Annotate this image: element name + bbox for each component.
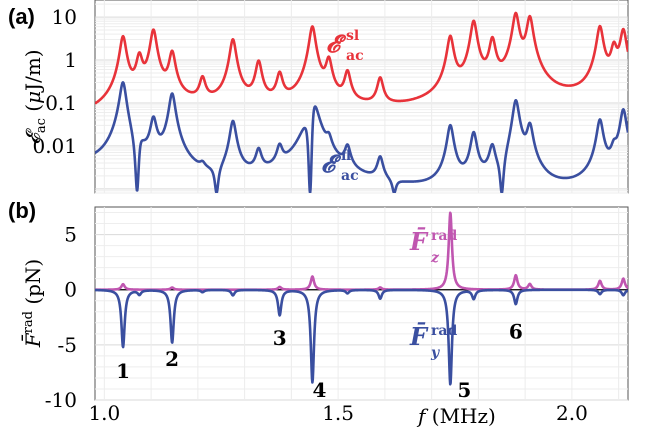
ytick-label-a: 0.01 bbox=[32, 134, 77, 158]
series-line-e-sl bbox=[95, 11, 628, 105]
ytick-label-b: -5 bbox=[58, 333, 77, 357]
panel-b-yticks: 5 0 -5 -10 bbox=[45, 223, 77, 412]
panel-b-grid bbox=[95, 207, 628, 401]
label-f-y-sub: y bbox=[430, 345, 440, 361]
series-line-f-y bbox=[95, 288, 628, 386]
panel-b-series bbox=[95, 211, 628, 386]
ytick-label-a: 0.1 bbox=[45, 91, 77, 115]
panel-label-a: (a) bbox=[8, 4, 35, 29]
ytick-label-b: 5 bbox=[64, 223, 77, 247]
panel-label-b: (b) bbox=[8, 198, 36, 223]
panel-b-ylabel: F̄rad (pN) bbox=[20, 259, 45, 348]
panel-b-annotations: 1 2 3 4 5 6 bbox=[116, 320, 523, 402]
resonance-number-label: 3 bbox=[273, 326, 287, 350]
label-f-z-sup: rad bbox=[431, 228, 457, 244]
resonance-number-label: 4 bbox=[312, 378, 326, 402]
label-f-y-base: F̄ bbox=[409, 322, 429, 351]
panel-a-frame bbox=[94, 0, 629, 194]
resonance-number-label: 6 bbox=[509, 320, 523, 344]
svg-text:f (MHz): f (MHz) bbox=[416, 404, 496, 428]
label-e-sl-sup: sl bbox=[346, 28, 359, 44]
resonance-number-label: 1 bbox=[116, 359, 130, 383]
svg-text:F̄rad (pN): F̄rad (pN) bbox=[20, 259, 45, 348]
label-e-fl-sub: ac bbox=[341, 168, 359, 184]
panel-b-xticks: 1.0 1.5 2.0 bbox=[88, 401, 587, 425]
svg-text:𝓔ac (μJ/m): 𝓔ac (μJ/m) bbox=[21, 49, 49, 144]
panel-a-series bbox=[95, 11, 628, 193]
label-f-y-sup: rad bbox=[431, 323, 457, 339]
label-f-z-base: F̄ bbox=[409, 227, 429, 256]
panel-b: 5 0 -5 -10 1.0 1.5 2.0 1 2 3 4 5 6 F̄rad (pN) f (M… bbox=[20, 206, 629, 428]
xtick-label-b: 1.0 bbox=[88, 401, 120, 425]
panel-b-xlabel: f (MHz) bbox=[416, 404, 496, 428]
xtick-label-b: 2.0 bbox=[556, 401, 588, 425]
label-f-z: F̄ rad z bbox=[409, 227, 457, 266]
panel-a-ylabel: 𝓔ac (μJ/m) bbox=[21, 49, 49, 144]
series-line-e-fl bbox=[95, 81, 628, 193]
resonance-number-label: 2 bbox=[165, 347, 179, 371]
label-e-sl-sub: ac bbox=[346, 48, 364, 64]
ytick-label-a: 10 bbox=[52, 5, 77, 29]
label-e-fl-sup: fl bbox=[341, 148, 351, 164]
label-f-z-sub: z bbox=[430, 250, 440, 266]
resonance-number-label: 5 bbox=[457, 378, 471, 402]
xtick-label-b: 1.5 bbox=[322, 401, 354, 425]
ytick-label-b: 0 bbox=[64, 278, 77, 302]
panel-a-yticks: 10 1 0.1 0.01 bbox=[32, 5, 77, 158]
ytick-label-a: 1 bbox=[64, 48, 77, 72]
panel-b-frame bbox=[94, 206, 629, 401]
ytick-label-b: -10 bbox=[45, 388, 77, 412]
label-f-y: F̄ rad y bbox=[409, 322, 457, 361]
